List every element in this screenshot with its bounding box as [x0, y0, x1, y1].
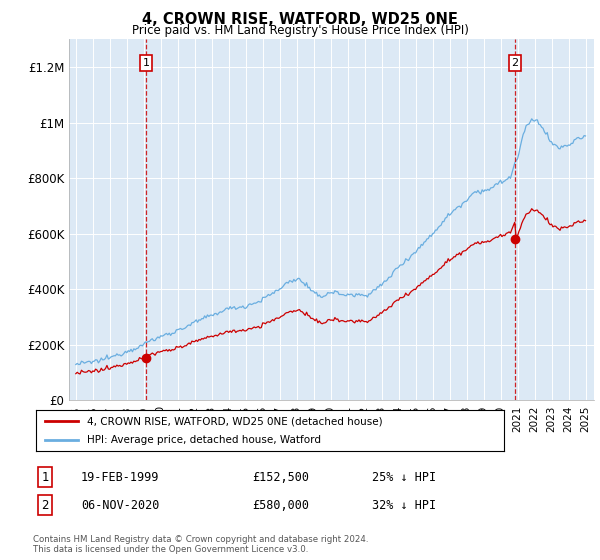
Text: 32% ↓ HPI: 32% ↓ HPI	[372, 498, 436, 512]
Text: 1: 1	[142, 58, 149, 68]
Text: Price paid vs. HM Land Registry's House Price Index (HPI): Price paid vs. HM Land Registry's House …	[131, 24, 469, 36]
Text: Contains HM Land Registry data © Crown copyright and database right 2024.
This d: Contains HM Land Registry data © Crown c…	[33, 535, 368, 554]
Text: £152,500: £152,500	[252, 470, 309, 484]
Text: 4, CROWN RISE, WATFORD, WD25 0NE: 4, CROWN RISE, WATFORD, WD25 0NE	[142, 12, 458, 27]
Text: 2: 2	[511, 58, 518, 68]
Text: 2: 2	[41, 498, 49, 512]
Text: 06-NOV-2020: 06-NOV-2020	[81, 498, 160, 512]
Text: HPI: Average price, detached house, Watford: HPI: Average price, detached house, Watf…	[88, 435, 322, 445]
Text: 25% ↓ HPI: 25% ↓ HPI	[372, 470, 436, 484]
Text: 1: 1	[41, 470, 49, 484]
Text: 4, CROWN RISE, WATFORD, WD25 0NE (detached house): 4, CROWN RISE, WATFORD, WD25 0NE (detach…	[88, 417, 383, 426]
Text: 19-FEB-1999: 19-FEB-1999	[81, 470, 160, 484]
Text: £580,000: £580,000	[252, 498, 309, 512]
